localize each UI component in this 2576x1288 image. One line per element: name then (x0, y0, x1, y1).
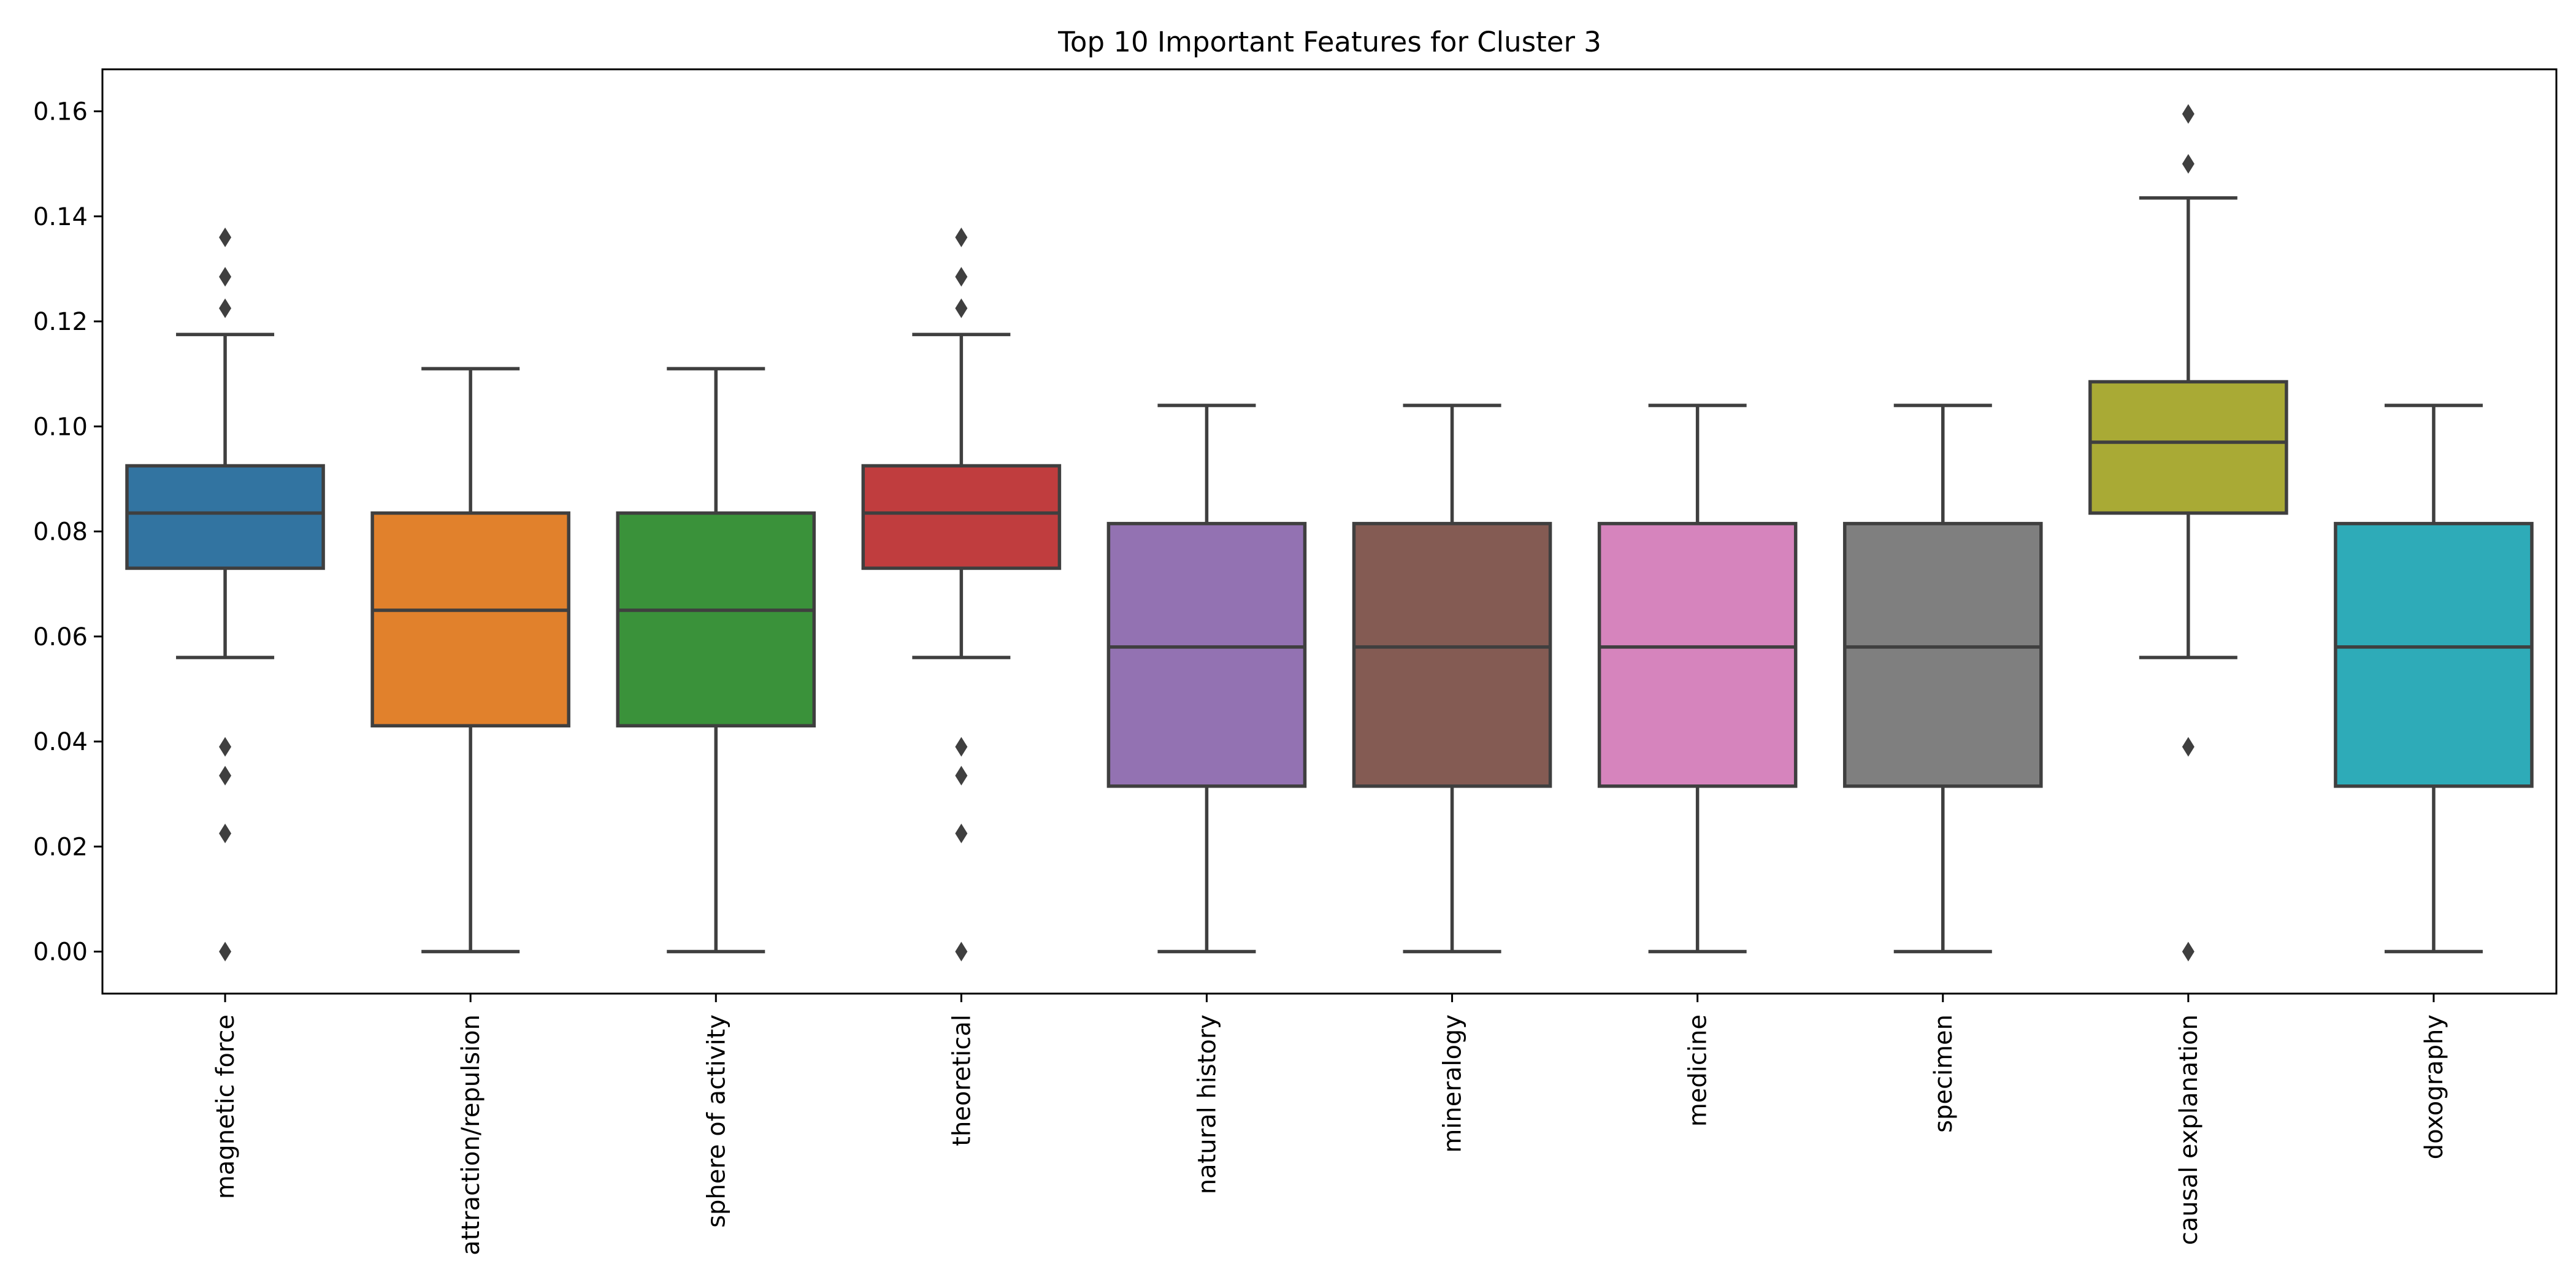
box-group (1842, 404, 2043, 954)
y-axis: 0.00 0.02 0.04 0.06 0.08 0.10 0.12 0.14 0.16 (33, 98, 102, 967)
outlier-point (955, 765, 968, 786)
y-tick-label: 0.00 (33, 938, 88, 967)
y-tick-label: 0.02 (33, 833, 88, 861)
outlier-point (955, 267, 968, 287)
outlier-point (219, 765, 232, 786)
x-tick-label: mineralogy (1439, 1014, 1467, 1153)
box-group (1352, 404, 1552, 954)
box-group (861, 228, 1062, 962)
box-group (2334, 404, 2534, 954)
x-tick-label: natural history (1193, 1014, 1221, 1194)
outlier-point (219, 941, 232, 962)
box-group (370, 367, 570, 954)
chart-title: Top 10 Important Features for Cluster 3 (1057, 26, 1601, 58)
outlier-point (2182, 154, 2195, 174)
box-iqr (1597, 521, 1798, 788)
outlier-point (955, 298, 968, 318)
outlier-point (219, 298, 232, 318)
y-tick-label: 0.16 (33, 98, 88, 126)
boxes-layer (125, 104, 2534, 962)
box-group (2088, 104, 2288, 962)
box-group (616, 367, 816, 954)
box-iqr (2088, 380, 2288, 515)
y-tick-label: 0.04 (33, 728, 88, 756)
outlier-point (219, 823, 232, 843)
box-iqr (616, 511, 816, 728)
outlier-point (219, 267, 232, 287)
x-tick-label: doxography (2420, 1014, 2448, 1159)
outlier-point (2182, 104, 2195, 124)
box-group (1106, 404, 1307, 954)
x-tick-label: sphere of activity (702, 1014, 730, 1228)
y-tick-label: 0.12 (33, 308, 88, 336)
outlier-point (2182, 941, 2195, 962)
y-tick-label: 0.08 (33, 518, 88, 546)
outlier-point (955, 228, 968, 247)
outlier-point (955, 737, 968, 757)
outlier-point (955, 823, 968, 843)
x-tick-label: medicine (1684, 1014, 1712, 1127)
outlier-point (2182, 737, 2195, 757)
box-iqr (2334, 521, 2534, 788)
box-iqr (861, 464, 1062, 570)
x-tick-label: causal explanation (2175, 1014, 2203, 1245)
box-group (1597, 404, 1798, 954)
y-tick-label: 0.14 (33, 203, 88, 231)
x-tick-label: attraction/repulsion (457, 1014, 485, 1255)
box-iqr (1842, 521, 2043, 788)
y-tick-label: 0.10 (33, 413, 88, 441)
box-group (125, 228, 325, 962)
outlier-point (219, 737, 232, 757)
box-iqr (125, 464, 325, 570)
plot-frame (101, 68, 2558, 995)
outlier-point (955, 941, 968, 962)
x-axis: magnetic force attraction/repulsion sphere… (212, 994, 2448, 1255)
outlier-point (219, 228, 232, 247)
x-tick-label: magnetic force (212, 1014, 240, 1199)
box-iqr (1352, 521, 1552, 788)
x-tick-label: specimen (1930, 1014, 1958, 1133)
box-iqr (370, 511, 570, 728)
y-tick-label: 0.06 (33, 623, 88, 651)
x-tick-label: theoretical (948, 1014, 976, 1146)
box-iqr (1106, 521, 1307, 788)
